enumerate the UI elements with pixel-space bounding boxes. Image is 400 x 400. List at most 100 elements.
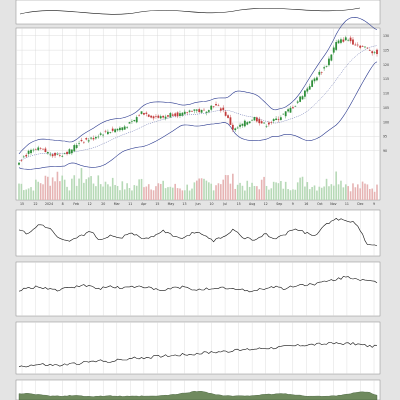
candle-body [304,90,306,97]
volume-bar [143,187,145,200]
candle-body [97,136,100,138]
volume-bar [289,190,292,200]
ratio-line [18,275,378,293]
candle-body [39,148,42,149]
candle-body [239,124,241,127]
x-tick-label: 12 [88,202,92,206]
volume-bar [198,178,201,200]
candle-body [354,44,357,46]
candle-body [78,143,80,144]
candle-body [325,65,328,67]
candle-body [260,121,263,124]
volume-bar [244,190,246,200]
candle-body [188,110,191,112]
volume-bar [133,185,136,200]
candle-body [212,106,215,107]
volume-bar [241,185,244,200]
volume-bar [313,185,316,200]
candle-body [323,67,326,69]
candle-body [135,117,138,123]
candle-body [128,122,131,124]
volume-bar [332,185,335,200]
volume-bar [265,185,268,200]
candle-body [330,54,333,61]
candle-body [272,119,275,121]
volume-bar [49,185,52,200]
candle-body [205,111,208,113]
volume-bar [234,188,237,200]
candle-body [275,118,277,121]
volume-bar [347,186,349,200]
volume-bar [109,186,112,200]
candle-body [99,133,102,135]
momentum-line [18,218,378,247]
candle-body [313,78,316,82]
volume-bar [224,175,227,200]
candle-body [349,37,352,42]
x-tick-label: Jun [195,202,201,206]
candle-body [167,115,169,117]
volume-bar [210,183,213,200]
y-tick-label: 95 [383,135,387,139]
volume-bar [296,182,299,200]
volume-bar [284,181,287,200]
volume-bar [138,179,140,200]
candle-body [171,114,174,116]
volume-bar [181,190,184,200]
volume-bar [368,189,371,200]
volume-bar [246,180,249,200]
candle-body [30,149,32,154]
volume-bar [203,178,205,200]
candle-body [255,117,258,122]
obv-line [18,342,378,368]
volume-bar [152,190,155,200]
volume-bar [56,171,59,200]
candle-body [70,149,73,154]
candle-body [114,129,117,133]
candle-body [366,47,369,49]
candle-body [301,96,304,100]
candle-body [258,119,261,124]
candle-body [191,111,193,112]
volume-bar [157,183,160,200]
candle-body [282,113,285,115]
volume-bar [316,190,318,200]
volume-bar [27,188,30,200]
volume-bar [114,184,116,200]
volume-bar [80,168,83,200]
x-tick-label: 13 [182,202,186,206]
candle-body [219,108,222,111]
candle-body [104,130,107,132]
volume-bar [123,189,126,200]
candle-body [116,128,119,131]
volume-bar [337,184,340,200]
volume-bar [359,188,361,200]
candle-body [265,126,268,127]
volume-bar [147,184,150,200]
candle-body [49,154,52,156]
candle-body [294,105,297,107]
candle-body [217,105,220,107]
candle-body [111,128,114,131]
y-tick-label: 120 [383,63,389,67]
volume-bar [176,188,179,200]
candle-body [164,116,167,119]
candle-body [37,147,40,151]
volume-bar [150,189,152,200]
y-tick-label: 100 [383,120,389,124]
volume-bar [373,191,376,200]
volume-bar [217,183,220,200]
volume-bar [349,191,352,200]
x-tick-label: 8 [62,202,64,206]
x-tick-label: 22 [34,202,38,206]
volume-bar [169,186,172,200]
candle-body [181,112,184,116]
candle-body [109,131,112,133]
candle-body [347,39,350,41]
volume-bar [95,186,97,200]
volume-bar [83,182,85,200]
volume-bar [366,184,369,200]
candle-body [376,49,378,55]
candle-body [133,119,136,122]
